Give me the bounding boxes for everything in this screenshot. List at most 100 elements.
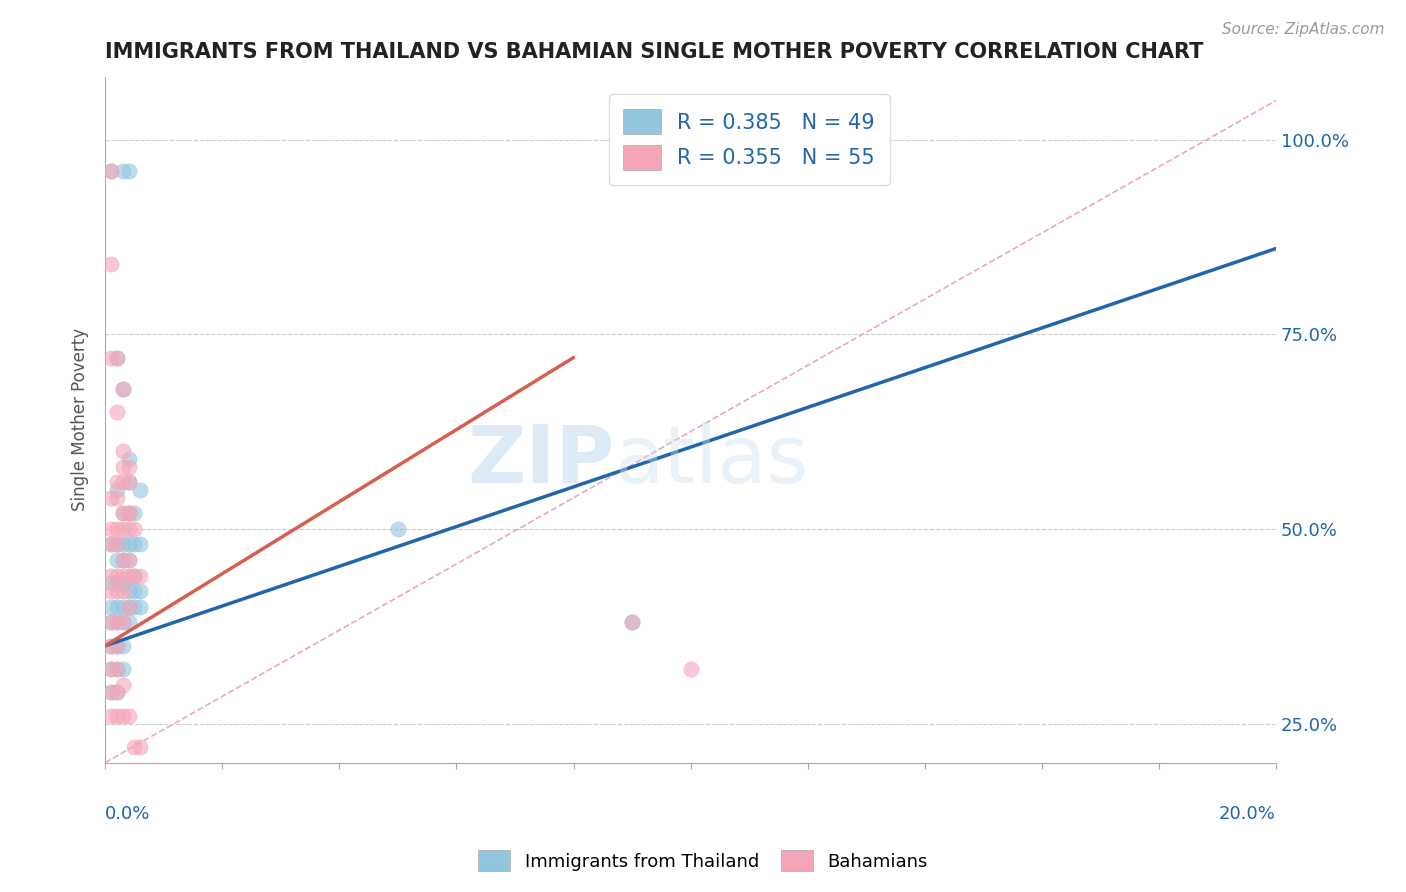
Point [111, 382, 134, 396]
Point [129, 568, 152, 582]
Point [100, 163, 122, 178]
Point [105, 599, 128, 614]
Point [117, 584, 139, 599]
Point [117, 451, 139, 466]
Point [100, 576, 122, 591]
Point [111, 553, 134, 567]
Point [129, 584, 152, 599]
Text: ZIP: ZIP [467, 422, 614, 500]
Point [100, 491, 122, 505]
Point [105, 491, 128, 505]
Point [100, 257, 122, 271]
Point [100, 351, 122, 365]
Point [105, 483, 128, 497]
Point [117, 568, 139, 582]
Point [105, 708, 128, 723]
Point [111, 444, 134, 458]
Point [100, 537, 122, 551]
Point [100, 662, 122, 676]
Point [105, 615, 128, 630]
Point [117, 506, 139, 520]
Point [100, 584, 122, 599]
Point [105, 405, 128, 419]
Point [105, 662, 128, 676]
Point [117, 708, 139, 723]
Text: Source: ZipAtlas.com: Source: ZipAtlas.com [1222, 22, 1385, 37]
Point [111, 615, 134, 630]
Point [105, 662, 128, 676]
Point [105, 537, 128, 551]
Point [111, 568, 134, 582]
Point [111, 708, 134, 723]
Point [111, 506, 134, 520]
Point [124, 584, 146, 599]
Point [117, 522, 139, 536]
Point [111, 506, 134, 520]
Point [100, 615, 122, 630]
Point [117, 506, 139, 520]
Point [111, 553, 134, 567]
Point [111, 662, 134, 676]
Point [100, 537, 122, 551]
Point [129, 739, 152, 754]
Point [100, 685, 122, 699]
Point [105, 639, 128, 653]
Point [105, 522, 128, 536]
Point [100, 685, 122, 699]
Point [111, 459, 134, 474]
Point [105, 553, 128, 567]
Point [129, 537, 152, 551]
Point [105, 576, 128, 591]
Point [124, 568, 146, 582]
Text: atlas: atlas [614, 422, 808, 500]
Point [124, 739, 146, 754]
Point [129, 483, 152, 497]
Point [100, 615, 122, 630]
Point [111, 678, 134, 692]
Point [117, 475, 139, 490]
Text: IMMIGRANTS FROM THAILAND VS BAHAMIAN SINGLE MOTHER POVERTY CORRELATION CHART: IMMIGRANTS FROM THAILAND VS BAHAMIAN SIN… [105, 42, 1204, 62]
Point [111, 522, 134, 536]
Point [679, 662, 702, 676]
Point [111, 576, 134, 591]
Point [100, 522, 122, 536]
Point [111, 475, 134, 490]
Point [105, 639, 128, 653]
Point [105, 584, 128, 599]
Point [100, 708, 122, 723]
Point [117, 599, 139, 614]
Point [111, 615, 134, 630]
Point [100, 662, 122, 676]
Point [111, 163, 134, 178]
Point [105, 615, 128, 630]
Point [117, 599, 139, 614]
Text: 0.0%: 0.0% [105, 805, 150, 823]
Point [117, 553, 139, 567]
Point [105, 351, 128, 365]
Point [117, 475, 139, 490]
Legend: Immigrants from Thailand, Bahamians: Immigrants from Thailand, Bahamians [471, 843, 935, 879]
Point [111, 599, 134, 614]
Point [111, 584, 134, 599]
Point [621, 615, 644, 630]
Y-axis label: Single Mother Poverty: Single Mother Poverty [72, 328, 89, 511]
Point [100, 599, 122, 614]
Point [117, 537, 139, 551]
Point [124, 522, 146, 536]
Point [100, 568, 122, 582]
Point [100, 163, 122, 178]
Point [124, 537, 146, 551]
Point [100, 639, 122, 653]
Point [129, 599, 152, 614]
Point [124, 599, 146, 614]
Point [117, 163, 139, 178]
Point [111, 639, 134, 653]
Text: 20.0%: 20.0% [1219, 805, 1277, 823]
Point [105, 537, 128, 551]
Point [117, 506, 139, 520]
Point [111, 537, 134, 551]
Point [105, 685, 128, 699]
Point [117, 553, 139, 567]
Point [387, 522, 409, 536]
Point [105, 685, 128, 699]
